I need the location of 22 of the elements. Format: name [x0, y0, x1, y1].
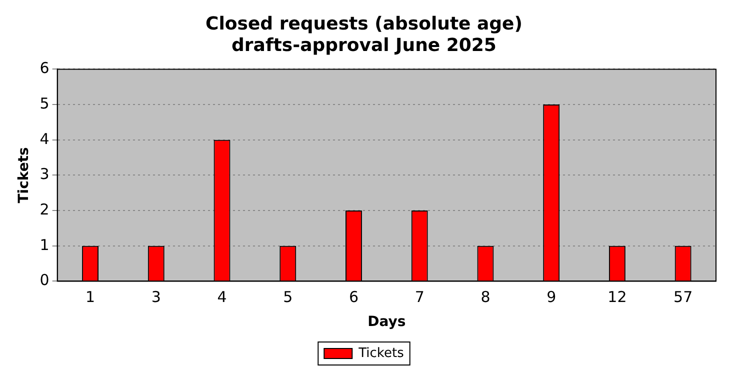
- y-tick-label: 6: [40, 59, 50, 78]
- x-tick-label: 8: [480, 288, 490, 306]
- y-tick-label: 3: [40, 165, 50, 184]
- x-tick-label: 6: [348, 288, 359, 306]
- y-axis-title: Tickets: [16, 147, 32, 204]
- y-tick-label: 0: [40, 271, 50, 290]
- y-tick-label: 2: [40, 200, 50, 218]
- y-tick-label: 4: [40, 130, 50, 148]
- x-tick-label: 4: [217, 288, 227, 306]
- y-tick-label: 5: [40, 94, 50, 112]
- x-tick-label: 3: [151, 288, 161, 306]
- x-tick-label: 1: [86, 288, 96, 306]
- chart-title: Closed requests (absolute age): [206, 13, 522, 34]
- x-tick-label: 7: [414, 288, 424, 306]
- legend-label: Tickets: [358, 346, 404, 361]
- x-tick-label: 57: [674, 288, 693, 306]
- x-tick-label: 5: [283, 288, 293, 306]
- y-tick-label: 1: [40, 236, 50, 254]
- chart-subtitle: drafts-approval June 2025: [232, 35, 496, 56]
- x-axis-title: Days: [368, 314, 406, 330]
- x-tick-label: 9: [546, 288, 556, 306]
- x-tick-label: 12: [608, 288, 627, 306]
